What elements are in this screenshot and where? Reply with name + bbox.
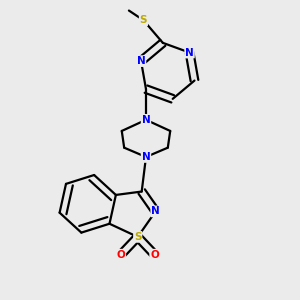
Text: N: N <box>142 152 150 162</box>
Text: O: O <box>150 250 159 260</box>
Text: N: N <box>137 56 146 66</box>
Text: N: N <box>185 48 194 58</box>
Text: O: O <box>116 250 125 260</box>
Text: N: N <box>151 206 160 216</box>
Text: S: S <box>140 15 147 25</box>
Text: S: S <box>134 232 142 242</box>
Text: N: N <box>142 115 150 125</box>
